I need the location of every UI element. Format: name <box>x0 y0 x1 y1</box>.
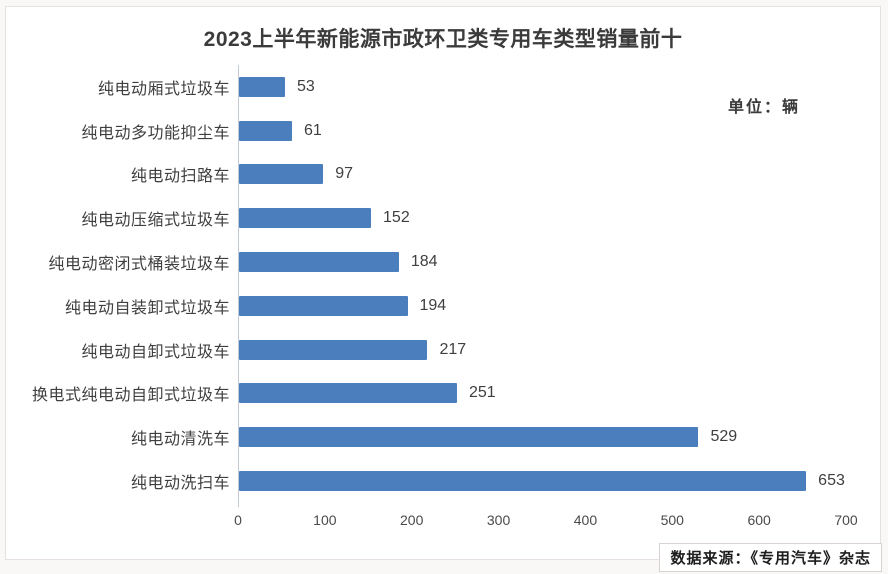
category-label: 纯电动密闭式桶装垃圾车 <box>48 256 230 274</box>
value-label: 61 <box>303 121 322 139</box>
chart-row: 纯电动密闭式桶装垃圾车 184 <box>6 240 880 284</box>
category-label: 纯电动多功能抑尘车 <box>81 124 230 142</box>
chart-row: 纯电动扫路车 97 <box>6 153 880 197</box>
bar <box>239 427 699 448</box>
x-tick-label: 600 <box>747 512 771 528</box>
bar <box>239 295 408 316</box>
bar <box>239 471 807 492</box>
chart-row: 纯电动厢式垃圾车 53 <box>6 65 880 109</box>
chart-title: 2023上半年新能源市政环卫类专用车类型销量前十 <box>203 28 683 51</box>
value-label: 194 <box>419 296 447 314</box>
x-tick-label: 300 <box>486 512 511 528</box>
chart-row: 纯电动洗扫车 653 <box>6 459 880 503</box>
y-axis-line <box>238 65 239 507</box>
value-label: 152 <box>383 209 410 227</box>
x-tick-label: 400 <box>573 512 598 528</box>
bar <box>239 120 292 141</box>
chart-row: 纯电动清洗车 529 <box>6 415 880 459</box>
category-label: 换电式纯电动自卸式垃圾车 <box>31 387 230 405</box>
value-label: 184 <box>410 253 438 271</box>
category-label: 纯电动自装卸式垃圾车 <box>64 299 230 317</box>
bar <box>239 252 399 273</box>
bar <box>239 383 457 404</box>
category-label: 纯电动压缩式垃圾车 <box>81 212 230 230</box>
chart-row: 纯电动自装卸式垃圾车 194 <box>6 284 880 328</box>
category-label: 纯电动扫路车 <box>130 168 230 186</box>
bar <box>239 339 428 360</box>
chart-rows: 纯电动厢式垃圾车 53 纯电动多功能抑尘车 61 纯电动扫路车 97 纯电动压缩式垃圾车 15… <box>6 65 880 503</box>
value-label: 97 <box>335 165 354 183</box>
bar <box>239 76 286 97</box>
category-label: 纯电动清洗车 <box>130 431 230 449</box>
x-axis: 0 100 200 300 400 500 600 700 <box>234 512 858 530</box>
x-tick-label: 0 <box>234 512 242 528</box>
value-label: 529 <box>710 428 738 446</box>
x-tick-label: 100 <box>313 512 337 528</box>
category-label: 纯电动洗扫车 <box>130 475 230 493</box>
bar <box>239 164 324 185</box>
data-source-caption: 数据来源：《专用汽车》杂志 <box>659 543 882 572</box>
category-label: 纯电动厢式垃圾车 <box>97 80 230 98</box>
unit-label: 单位：辆 <box>727 99 800 116</box>
chart-row: 纯电动多功能抑尘车 61 <box>6 109 880 153</box>
x-tick-label: 200 <box>400 512 424 528</box>
value-label: 251 <box>469 384 496 402</box>
chart-row: 纯电动自卸式垃圾车 217 <box>6 328 880 372</box>
value-label: 653 <box>818 472 845 490</box>
chart-row: 纯电动压缩式垃圾车 152 <box>6 196 880 240</box>
chart-row: 换电式纯电动自卸式垃圾车 251 <box>6 372 880 416</box>
bar <box>239 208 372 229</box>
value-label: 53 <box>297 77 315 95</box>
x-tick-label: 700 <box>834 512 858 528</box>
x-tick-label: 500 <box>660 512 684 528</box>
chart-card: 2023上半年新能源市政环卫类专用车类型销量前十 单位：辆 纯电动厢式垃圾车 53… <box>5 6 881 560</box>
category-label: 纯电动自卸式垃圾车 <box>81 343 230 361</box>
value-label: 217 <box>439 340 467 358</box>
